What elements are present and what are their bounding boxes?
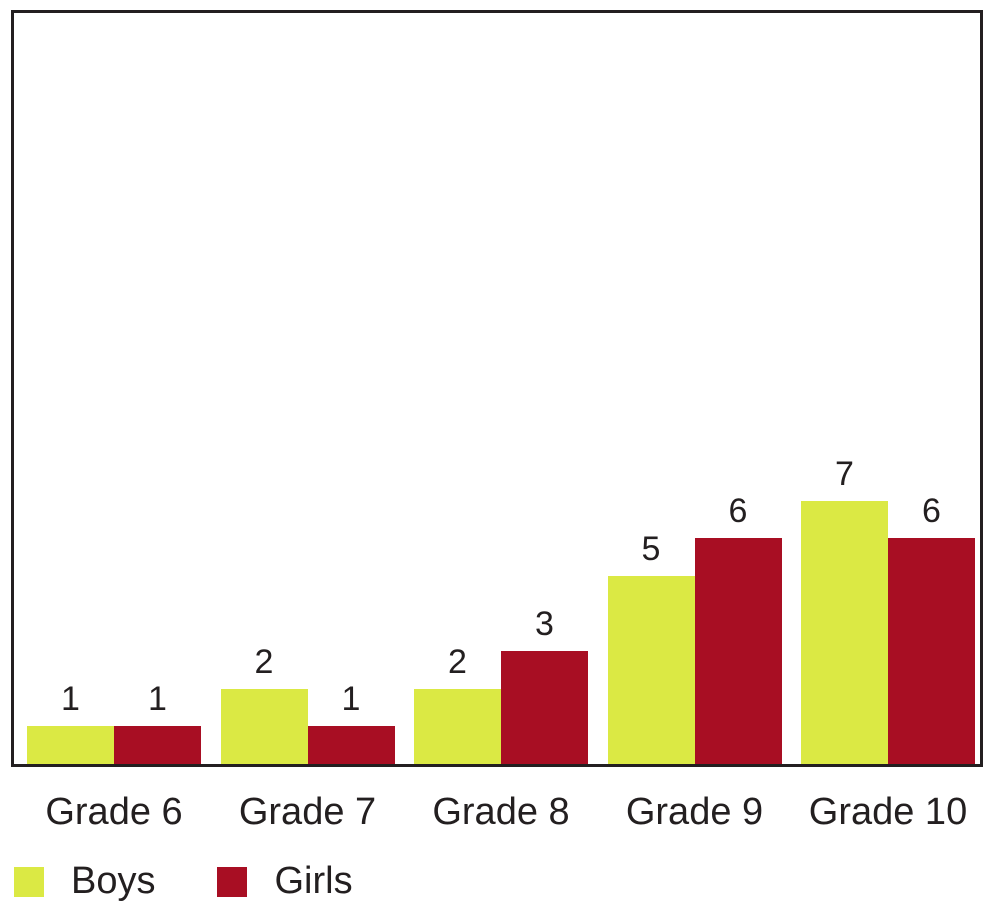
- bar-girls-grade-10: [888, 538, 975, 764]
- data-label: 1: [61, 680, 80, 719]
- legend-label-girls: Girls: [274, 860, 353, 902]
- data-label: 2: [448, 642, 467, 681]
- legend: Boys Girls: [14, 860, 415, 903]
- data-label: 3: [535, 605, 554, 644]
- data-label: 5: [641, 530, 661, 568]
- bar-boys-grade-9: [607, 576, 695, 764]
- legend-item-boys: Boys: [14, 860, 155, 903]
- legend-label-boys: Boys: [71, 860, 156, 902]
- x-tick-label: Grade 6: [45, 791, 183, 833]
- data-label: 1: [148, 680, 167, 719]
- data-label: 1: [341, 680, 361, 719]
- bar-boys-grade-7: [220, 688, 308, 764]
- boys-swatch-icon: [14, 866, 44, 897]
- legend-item-girls: Girls: [217, 860, 353, 903]
- bar-girls-grade-7: [307, 726, 395, 764]
- bar-boys-grade-6: [27, 726, 114, 764]
- data-label: 6: [922, 492, 941, 531]
- bar-girls-grade-9: [694, 538, 782, 764]
- bar-boys-grade-8: [414, 688, 501, 764]
- x-tick-label: Grade 7: [238, 791, 377, 833]
- bar-girls-grade-6: [114, 726, 201, 764]
- data-label: 7: [835, 454, 854, 493]
- bar-boys-grade-10: [801, 500, 888, 764]
- x-tick-label: Grade 10: [808, 791, 968, 833]
- x-tick-label: Grade 8: [432, 791, 570, 833]
- girls-swatch-icon: [217, 866, 248, 897]
- x-tick-label: Grade 9: [625, 791, 764, 833]
- data-label: 6: [728, 492, 748, 531]
- data-label: 2: [254, 642, 274, 681]
- bar-girls-grade-8: [501, 651, 588, 764]
- plot-area: 1 1 2 1 2 3 5 6 7 6: [11, 10, 983, 767]
